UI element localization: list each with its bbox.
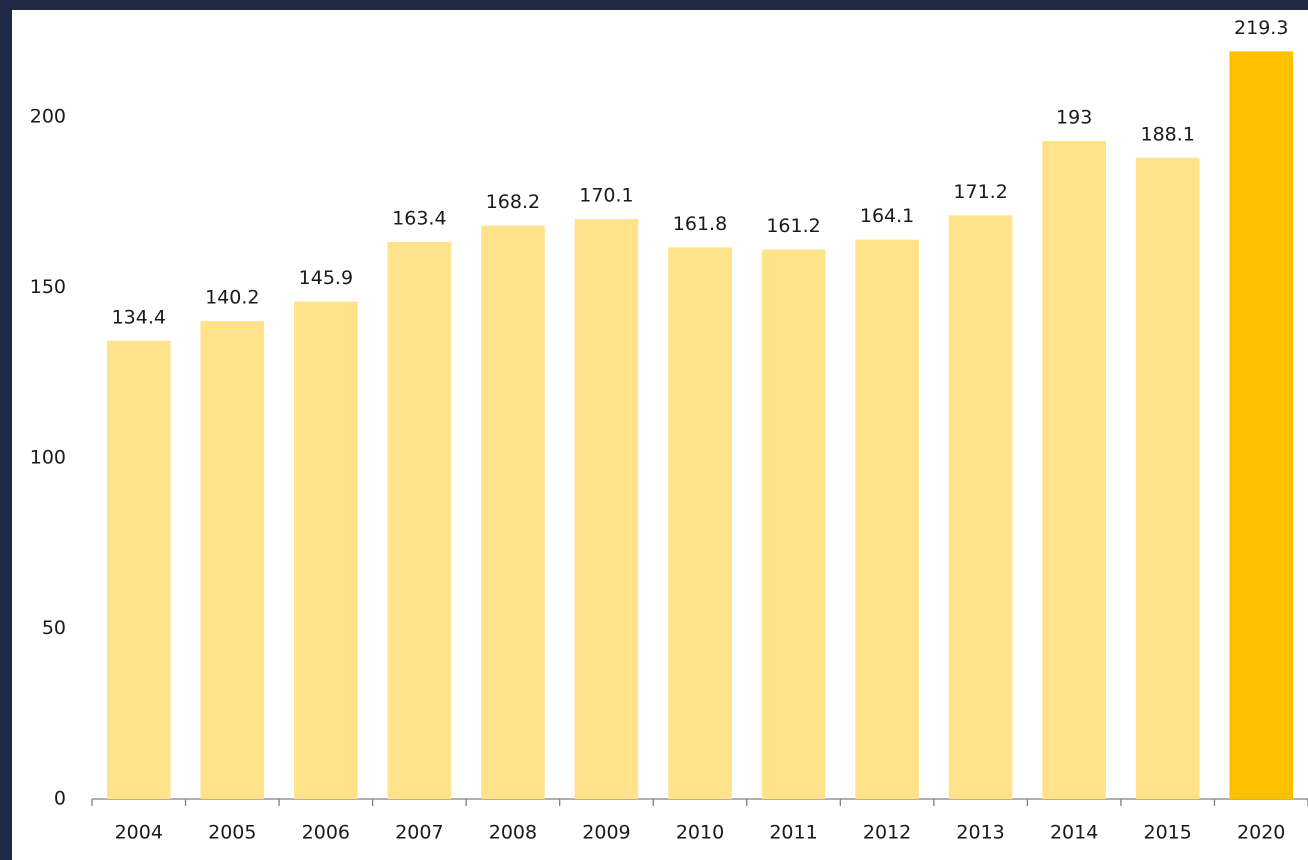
value-label: 161.2 bbox=[766, 215, 820, 237]
bar bbox=[574, 219, 639, 799]
x-tick-label: 2020 bbox=[1237, 822, 1285, 844]
value-label: 134.4 bbox=[112, 306, 166, 328]
x-tick-label: 2011 bbox=[769, 822, 817, 844]
bar bbox=[948, 215, 1013, 799]
value-label: 219.3 bbox=[1234, 17, 1288, 39]
bar bbox=[761, 249, 826, 800]
x-tick-label: 2010 bbox=[676, 822, 724, 844]
x-tick-label: 2009 bbox=[582, 822, 630, 844]
bar bbox=[294, 301, 358, 799]
value-label: 161.8 bbox=[673, 213, 727, 235]
y-tick-label: 0 bbox=[54, 788, 66, 810]
bar bbox=[1042, 141, 1106, 799]
value-label: 170.1 bbox=[579, 185, 633, 207]
bar bbox=[668, 247, 732, 800]
value-label: 171.2 bbox=[953, 181, 1007, 203]
bar bbox=[855, 239, 919, 799]
y-tick-label: 150 bbox=[30, 276, 66, 298]
y-tick-label: 100 bbox=[30, 447, 66, 469]
value-label: 193 bbox=[1056, 107, 1092, 129]
x-tick-label: 2013 bbox=[956, 822, 1004, 844]
value-label: 163.4 bbox=[392, 207, 446, 229]
bar bbox=[106, 340, 171, 799]
value-label: 140.2 bbox=[205, 287, 259, 309]
y-tick-label: 50 bbox=[42, 617, 66, 639]
y-tick-label: 200 bbox=[30, 106, 66, 128]
x-tick-label: 2015 bbox=[1144, 822, 1192, 844]
bar bbox=[200, 321, 265, 799]
x-tick-label: 2014 bbox=[1050, 822, 1098, 844]
x-tick-label: 2005 bbox=[208, 822, 256, 844]
value-label: 168.2 bbox=[486, 191, 540, 213]
x-tick-label: 2007 bbox=[395, 822, 443, 844]
bar bbox=[1229, 51, 1294, 800]
value-label: 164.1 bbox=[860, 205, 914, 227]
value-label: 145.9 bbox=[299, 267, 353, 289]
x-tick-label: 2004 bbox=[115, 822, 163, 844]
bar bbox=[481, 225, 545, 799]
x-tick-label: 2008 bbox=[489, 822, 537, 844]
bar bbox=[387, 241, 452, 800]
x-tick-label: 2012 bbox=[863, 822, 911, 844]
x-tick-label: 2006 bbox=[302, 822, 350, 844]
value-label: 188.1 bbox=[1140, 123, 1194, 145]
bar bbox=[1135, 157, 1200, 799]
